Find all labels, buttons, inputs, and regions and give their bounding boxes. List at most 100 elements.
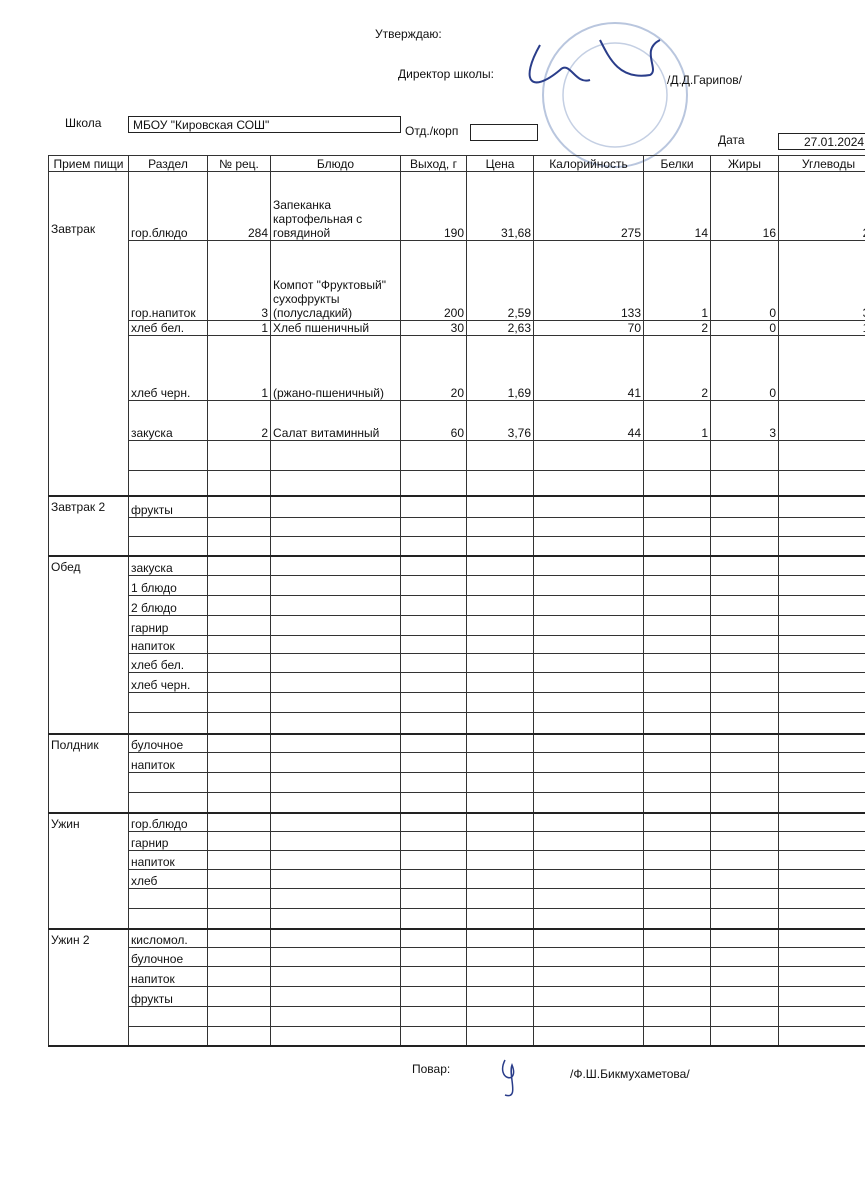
cell: 2 xyxy=(643,335,711,401)
empty-cell xyxy=(533,653,644,673)
menu-row: напиток xyxy=(49,635,865,654)
menu-row: хлеб черн. xyxy=(49,672,865,693)
menu-row: Ужин гор.блюдо xyxy=(48,812,865,930)
menu-row: Полдник булочное xyxy=(48,733,865,814)
cell: фрукты xyxy=(128,495,208,518)
empty-cell xyxy=(207,672,271,693)
cell: 14 xyxy=(643,171,711,241)
empty-cell xyxy=(533,615,644,636)
empty-cell xyxy=(710,653,779,673)
empty-cell xyxy=(207,850,271,870)
empty-cell xyxy=(533,1006,644,1027)
empty-cell xyxy=(710,986,779,1007)
empty-cell xyxy=(643,536,711,557)
menu-row: хлеб бел. xyxy=(49,653,865,673)
empty-cell xyxy=(778,672,865,693)
empty-cell xyxy=(128,470,208,497)
empty-cell xyxy=(270,536,401,557)
empty-cell xyxy=(128,908,208,930)
header-row: Прием пищи Раздел № рец. Блюдо Выход, г Цена К… xyxy=(48,155,865,172)
meal-name: Ужин 2 xyxy=(48,928,129,1047)
empty-cell xyxy=(643,615,711,636)
school-label: Школа xyxy=(65,116,102,130)
meal-name: Завтрак 2 xyxy=(48,495,129,557)
empty-cell xyxy=(710,1006,779,1027)
cell: 2 xyxy=(207,400,271,441)
cell: 275 xyxy=(533,171,644,241)
empty-cell xyxy=(533,440,644,471)
empty-cell xyxy=(710,850,779,870)
empty-cell xyxy=(207,692,271,713)
empty-cell xyxy=(778,536,865,557)
empty-cell xyxy=(128,536,208,557)
menu-row xyxy=(49,772,865,793)
empty-cell xyxy=(400,772,467,793)
empty-cell xyxy=(207,792,271,814)
menu-row: хлеб черн.1(ржано-пшеничный)201,6941208 xyxy=(49,335,865,401)
empty-cell xyxy=(710,575,779,596)
empty-cell xyxy=(207,831,271,851)
empty-cell xyxy=(207,555,271,576)
cell: 2 блюдо xyxy=(128,595,208,616)
empty-cell xyxy=(533,812,644,832)
empty-cell xyxy=(207,440,271,471)
empty-cell xyxy=(270,440,401,471)
empty-cell xyxy=(643,908,711,930)
empty-cell xyxy=(207,966,271,987)
cell: гарнир xyxy=(128,615,208,636)
empty-cell xyxy=(778,615,865,636)
school-name: МБОУ "Кировская СОШ" xyxy=(128,116,401,133)
menu-row: фрукты xyxy=(49,986,865,1007)
empty-cell xyxy=(643,966,711,987)
cell: напиток xyxy=(128,635,208,654)
empty-cell xyxy=(466,615,534,636)
empty-cell xyxy=(533,928,644,948)
empty-cell xyxy=(466,517,534,537)
empty-cell xyxy=(270,517,401,537)
empty-cell xyxy=(400,470,467,497)
empty-cell xyxy=(400,752,467,773)
cell: хлеб бел. xyxy=(128,320,208,336)
empty-cell xyxy=(778,772,865,793)
empty-cell xyxy=(207,1006,271,1027)
cell: 0 xyxy=(710,240,779,321)
empty-cell xyxy=(778,517,865,537)
empty-cell xyxy=(466,772,534,793)
empty-cell xyxy=(128,888,208,909)
cell: напиток xyxy=(128,966,208,987)
empty-cell xyxy=(710,888,779,909)
director-name: /Д.Д.Гарипов/ xyxy=(667,73,743,87)
empty-cell xyxy=(466,850,534,870)
empty-cell xyxy=(466,635,534,654)
empty-cell xyxy=(533,986,644,1007)
empty-cell xyxy=(466,831,534,851)
empty-cell xyxy=(643,517,711,537)
menu-row: Завтрак 2 фрукты xyxy=(48,495,865,557)
empty-cell xyxy=(643,928,711,948)
column-header: Цена xyxy=(466,155,534,172)
empty-cell xyxy=(466,595,534,616)
empty-cell xyxy=(400,615,467,636)
cell: напиток xyxy=(128,752,208,773)
cell: (ржано-пшеничный) xyxy=(270,335,401,401)
empty-cell xyxy=(778,1026,865,1047)
menu-row: гарнир xyxy=(49,831,865,851)
empty-cell xyxy=(466,440,534,471)
empty-cell xyxy=(128,1006,208,1027)
empty-cell xyxy=(207,635,271,654)
cell: напиток xyxy=(128,850,208,870)
empty-cell xyxy=(466,966,534,987)
empty-cell xyxy=(643,792,711,814)
empty-cell xyxy=(207,495,271,518)
date-label: Дата xyxy=(718,133,745,147)
empty-cell xyxy=(643,850,711,870)
menu-row xyxy=(49,1026,865,1047)
empty-cell xyxy=(400,692,467,713)
empty-cell xyxy=(207,947,271,967)
meal-name: Завтрак xyxy=(48,171,129,497)
empty-cell xyxy=(400,440,467,471)
empty-cell xyxy=(270,595,401,616)
menu-row xyxy=(49,712,865,735)
cell: 284 xyxy=(207,171,271,241)
empty-cell xyxy=(643,470,711,497)
